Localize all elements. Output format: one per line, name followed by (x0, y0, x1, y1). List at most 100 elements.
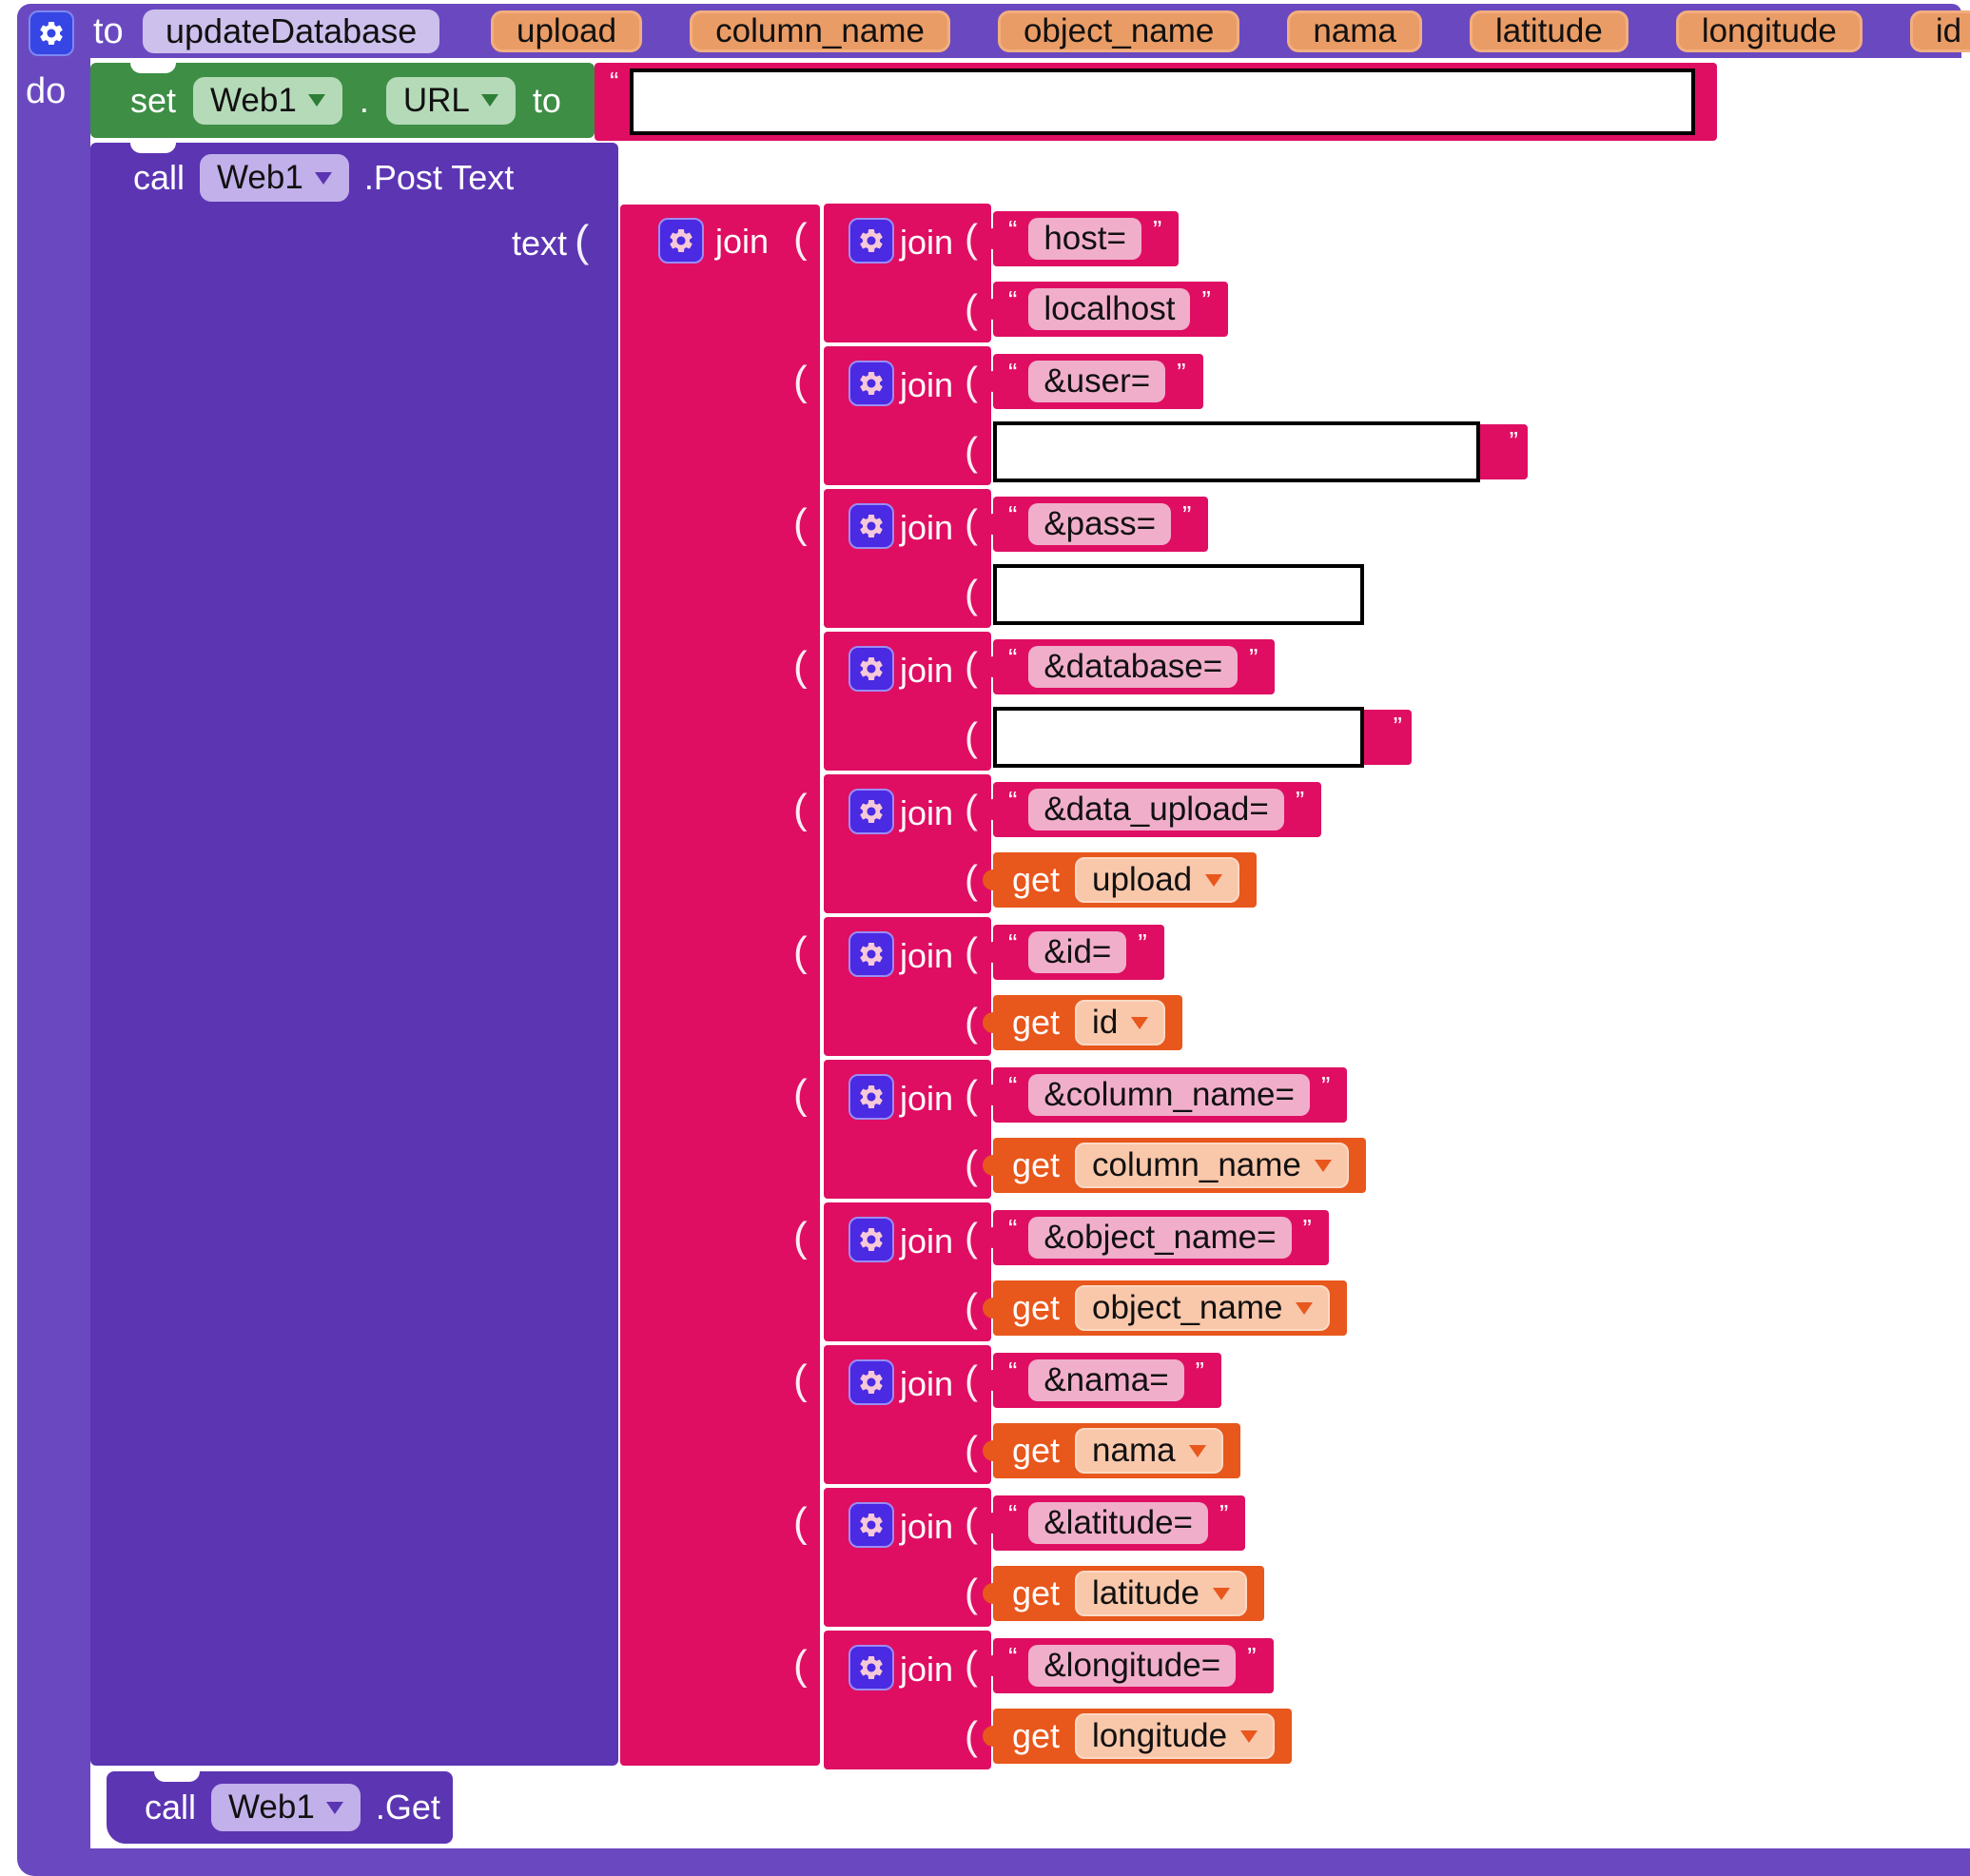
variable-dropdown-label: object_name (1092, 1289, 1283, 1326)
component-dropdown-web1[interactable]: Web1 (200, 154, 349, 202)
component-dropdown-web1[interactable]: Web1 (211, 1784, 361, 1831)
string-block[interactable]: “ &column_name= ” (982, 1067, 1348, 1123)
param-pill-nama[interactable]: nama (1287, 10, 1422, 52)
get-variable-block[interactable]: get column_name (983, 1138, 1366, 1193)
string-value-field[interactable]: &latitude= (1028, 1502, 1208, 1544)
chevron-down-icon (1212, 1587, 1230, 1600)
outer-join-block[interactable]: join ((((((((((( (620, 205, 820, 1766)
join-mutator-gear-icon[interactable] (848, 646, 894, 692)
inner-join-block[interactable]: join (( (824, 774, 991, 913)
string-value-field[interactable]: &user= (1028, 361, 1166, 402)
join-mutator-gear-icon[interactable] (848, 1217, 894, 1262)
param-pill-id[interactable]: id (1909, 10, 1970, 52)
string-block[interactable]: “ &id= ” (983, 925, 1164, 980)
socket-icon: ( (965, 1215, 978, 1260)
call-web-get-block[interactable]: call Web1 .Get (107, 1771, 453, 1844)
socket-icon: ( (793, 1357, 808, 1403)
procedure-params: upload column_name object_name nama latitude… (491, 10, 1970, 52)
join-mutator-gear-icon[interactable] (848, 503, 894, 549)
inner-join-block[interactable]: join (( (824, 1488, 991, 1627)
string-block[interactable]: “ &user= ” (983, 354, 1203, 409)
get-variable-block[interactable]: get longitude (982, 1709, 1293, 1764)
string-value-field[interactable]: host= (1028, 218, 1141, 260)
redacted-value-box[interactable] (993, 421, 1480, 482)
string-block[interactable]: “ &data_upload= ” (982, 782, 1322, 837)
string-block[interactable]: “ &nama= ” (983, 1353, 1221, 1408)
set-web-url-block[interactable]: set Web1 . URL to (90, 63, 595, 138)
inner-join-block[interactable]: join (( (824, 632, 991, 771)
string-block[interactable]: “ &object_name= ” (983, 1210, 1329, 1265)
inner-join-block[interactable]: join (( (824, 1202, 991, 1341)
get-variable-block[interactable]: get nama (983, 1423, 1240, 1478)
join-mutator-gear-icon[interactable] (848, 1074, 894, 1120)
redacted-value-box[interactable] (993, 564, 1364, 625)
inner-join-block[interactable]: join (( (824, 1631, 991, 1769)
string-value-field[interactable]: &nama= (1028, 1359, 1184, 1401)
variable-dropdown-column_name[interactable]: column_name (1075, 1143, 1349, 1188)
block-notch (154, 1771, 200, 1782)
string-block[interactable]: “ &latitude= ” (982, 1495, 1246, 1551)
component-dropdown-label: Web1 (210, 81, 297, 119)
procedure-name-field[interactable]: updateDatabase (143, 10, 440, 53)
procedure-to-label: to (93, 11, 124, 51)
join-mutator-gear-icon[interactable] (848, 931, 894, 977)
string-block[interactable]: “ host= ” (982, 211, 1180, 266)
variable-dropdown-object_name[interactable]: object_name (1075, 1285, 1331, 1331)
string-value-field[interactable]: &object_name= (1028, 1217, 1292, 1259)
param-pill-longitude[interactable]: longitude (1675, 10, 1863, 52)
string-value-field[interactable]: &pass= (1028, 503, 1172, 545)
param-pill-latitude[interactable]: latitude (1469, 10, 1629, 52)
join-mutator-gear-icon[interactable] (848, 1502, 894, 1548)
param-pill-upload[interactable]: upload (491, 10, 643, 52)
string-value-field[interactable]: &data_upload= (1028, 789, 1284, 831)
get-variable-block[interactable]: get id (982, 995, 1183, 1050)
inner-join-block[interactable]: join (( (824, 1345, 991, 1484)
param-pill-column_name[interactable]: column_name (690, 10, 950, 52)
param-pill-object_name[interactable]: object_name (997, 10, 1240, 52)
string-value-field[interactable]: &longitude= (1028, 1645, 1237, 1687)
inner-join-block[interactable]: join (( (824, 489, 991, 628)
join-mutator-gear-icon[interactable] (848, 218, 894, 264)
close-quote-icon: ” (1219, 1499, 1229, 1529)
redacted-value-box[interactable] (993, 707, 1364, 768)
string-value-field[interactable]: &database= (1028, 646, 1239, 688)
string-value-field[interactable]: &id= (1028, 931, 1127, 973)
redacted-url-value-box[interactable] (630, 68, 1695, 135)
get-variable-block[interactable]: get upload (982, 852, 1258, 908)
inner-join-block[interactable]: join (( (824, 1060, 991, 1199)
inner-join-block[interactable]: join (( (824, 204, 991, 342)
string-block[interactable]: “ &pass= ” (982, 497, 1209, 552)
procedure-mutator-gear-icon[interactable] (29, 10, 74, 56)
string-value-field[interactable]: &column_name= (1028, 1074, 1310, 1116)
variable-dropdown-id[interactable]: id (1075, 1000, 1166, 1045)
join-mutator-gear-icon[interactable] (848, 1645, 894, 1690)
property-dropdown-url[interactable]: URL (385, 76, 516, 125)
variable-dropdown-nama[interactable]: nama (1075, 1428, 1223, 1474)
close-quote-icon: ” (1393, 712, 1402, 741)
join-mutator-gear-icon[interactable] (658, 218, 704, 264)
variable-dropdown-label: longitude (1092, 1717, 1228, 1754)
get-variable-block[interactable]: get object_name (982, 1280, 1348, 1336)
close-quote-icon: ” (1249, 643, 1258, 673)
close-quote-icon: ” (1302, 1214, 1312, 1243)
variable-dropdown-latitude[interactable]: latitude (1075, 1571, 1247, 1616)
variable-dropdown-longitude[interactable]: longitude (1075, 1713, 1276, 1759)
join-mutator-gear-icon[interactable] (848, 789, 894, 834)
get-variable-block[interactable]: get latitude (983, 1566, 1264, 1621)
variable-dropdown-upload[interactable]: upload (1075, 857, 1240, 903)
string-block[interactable]: “ &longitude= ” (983, 1638, 1274, 1693)
join-label: join (900, 1364, 954, 1403)
get-label: get (1012, 860, 1061, 899)
inner-join-block[interactable]: join (( (824, 346, 991, 485)
inner-join-block[interactable]: join (( (824, 917, 991, 1056)
string-block[interactable]: “ &database= ” (982, 639, 1276, 694)
call-web-posttext-block[interactable] (90, 143, 618, 1766)
component-dropdown-web1[interactable]: Web1 (193, 76, 342, 125)
join-mutator-gear-icon[interactable] (848, 1359, 894, 1405)
socket-icon: ( (793, 1071, 808, 1118)
join-mutator-gear-icon[interactable] (848, 361, 894, 406)
string-block[interactable]: “ localhost ” (983, 282, 1228, 337)
chevron-down-icon (1205, 873, 1223, 887)
string-value-field[interactable]: localhost (1028, 288, 1191, 330)
socket-icon: ( (965, 1072, 978, 1117)
